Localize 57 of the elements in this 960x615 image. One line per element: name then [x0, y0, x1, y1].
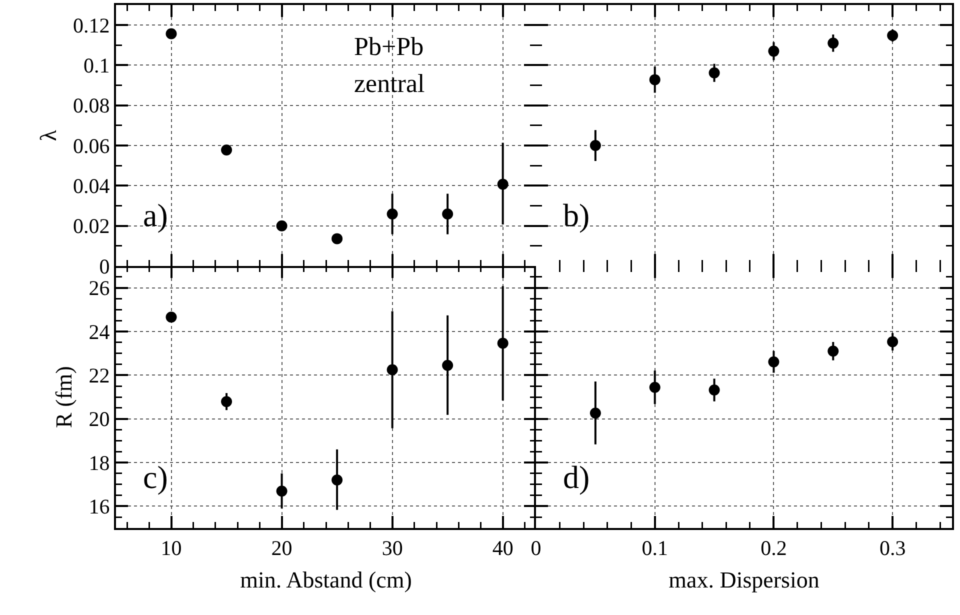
point [887, 336, 898, 348]
x-tick-label: 0.3 [879, 536, 906, 560]
point [442, 208, 454, 220]
point [221, 144, 232, 156]
annotation: Pb+Pb [354, 32, 424, 61]
x-axis-title: min. Abstand (cm) [240, 567, 412, 592]
point [649, 74, 660, 86]
y-tick-label: 18 [88, 450, 110, 475]
point [442, 360, 454, 371]
y-tick-label: 0.08 [73, 94, 110, 118]
point [497, 178, 508, 190]
y-tick-label: 22 [88, 364, 110, 388]
x-axis-title: max. Dispersion [668, 567, 820, 592]
annotation: a) [143, 197, 168, 233]
y-axis-title: λ [36, 129, 61, 142]
point [386, 208, 398, 220]
y-tick-label: 0.04 [73, 174, 110, 198]
annotation: zentral [354, 69, 425, 98]
x-tick-label: 0.2 [760, 536, 787, 560]
point [828, 346, 839, 357]
annotation: d) [563, 459, 590, 495]
y-tick-label: 26 [88, 276, 110, 300]
annotation: c) [143, 459, 168, 495]
point [497, 338, 508, 349]
y-tick-label: 0.02 [73, 214, 110, 238]
y-tick-label: 0.12 [73, 13, 110, 38]
y-tick-label: 16 [88, 494, 110, 519]
point [708, 67, 720, 78]
point [276, 486, 288, 497]
point [828, 38, 839, 49]
point [768, 46, 780, 57]
point [276, 220, 288, 232]
x-tick-label: 0.1 [642, 536, 668, 560]
x-tick-label: 10 [160, 536, 182, 560]
point [166, 28, 177, 40]
point [386, 364, 398, 376]
x-tick-label: 20 [271, 536, 292, 560]
y-tick-label: 24 [88, 320, 110, 344]
x-tick-label: 40 [492, 536, 514, 560]
point [768, 356, 780, 368]
y-tick-label: 20 [88, 407, 110, 432]
point [590, 140, 601, 152]
point [332, 233, 343, 244]
y-tick-label: 0 [99, 254, 110, 278]
point [332, 474, 343, 486]
point [649, 382, 660, 393]
point [221, 396, 232, 408]
point [708, 384, 720, 396]
y-tick-label: 0.06 [73, 134, 110, 158]
point [166, 312, 177, 323]
annotation: b) [563, 197, 590, 233]
y-tick-label: 0.1 [84, 54, 110, 78]
x-tick-label: 0 [530, 536, 542, 560]
y-axis-title: R (fm) [52, 366, 77, 428]
point [887, 30, 898, 42]
point [590, 408, 601, 419]
x-tick-label: 30 [382, 536, 403, 560]
